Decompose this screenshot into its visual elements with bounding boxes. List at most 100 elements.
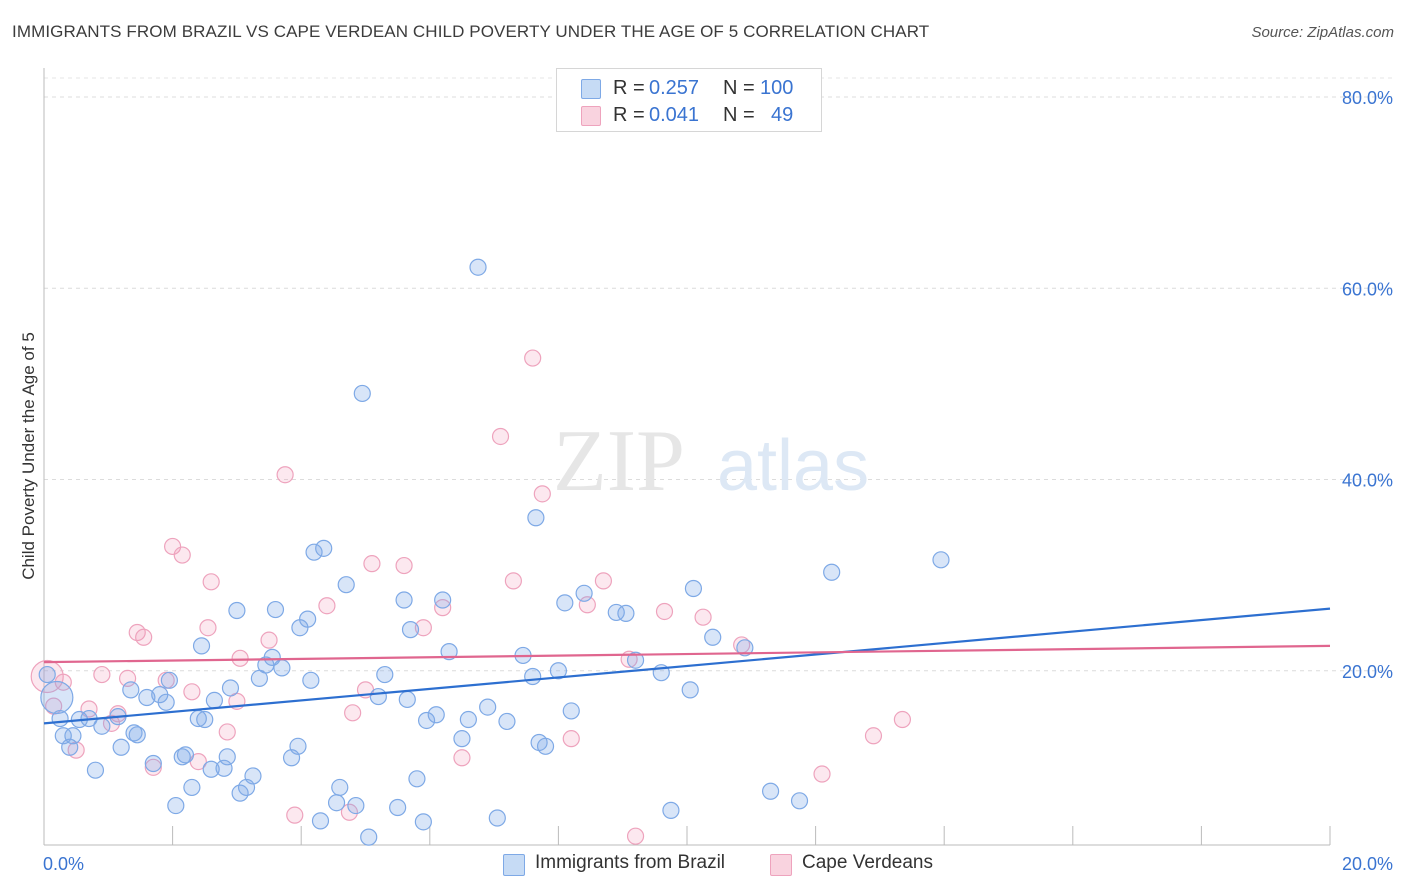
brazil-point bbox=[311, 812, 330, 830]
brazil-point bbox=[337, 576, 355, 594]
trend-line-brazil bbox=[43, 607, 1331, 725]
cape-verdean-point bbox=[414, 619, 432, 637]
brazil-point bbox=[93, 717, 111, 735]
legend-r-label: R = bbox=[613, 104, 645, 126]
brazil-point bbox=[479, 698, 497, 716]
brazil-point bbox=[205, 691, 223, 709]
cape-verdean-point bbox=[199, 619, 217, 637]
cape-verdean-point bbox=[173, 546, 191, 564]
brazil-point bbox=[221, 679, 240, 697]
brazil-point bbox=[327, 794, 346, 812]
brazil-point bbox=[617, 604, 635, 622]
cape-verdean-point bbox=[533, 485, 551, 503]
brazil-point bbox=[556, 594, 574, 612]
bottom-legend-swatch-cape-verdeans bbox=[770, 854, 792, 876]
legend-n-label: N = bbox=[723, 104, 755, 126]
brazil-point bbox=[549, 662, 568, 680]
brazil-point bbox=[398, 690, 416, 709]
brazil-point bbox=[40, 680, 74, 715]
cape-verdean-point bbox=[80, 700, 98, 718]
brazil-point bbox=[401, 621, 420, 639]
cape-verdean-point bbox=[135, 628, 153, 646]
watermark-zip: ZIP bbox=[553, 413, 685, 510]
brazil-point bbox=[244, 767, 262, 785]
cape-verdean-point bbox=[102, 714, 121, 732]
brazil-point bbox=[331, 778, 349, 797]
cape-verdean-point bbox=[864, 727, 883, 745]
brazil-point bbox=[704, 628, 722, 646]
y-tick-label: 80.0% bbox=[1342, 88, 1393, 108]
brazil-point bbox=[160, 671, 178, 689]
brazil-point bbox=[459, 710, 477, 729]
brazil-point bbox=[299, 610, 317, 628]
legend-r-label: R = bbox=[613, 77, 645, 99]
cape-verdean-point bbox=[344, 704, 362, 722]
cape-verdean-point bbox=[562, 730, 580, 748]
brazil-point bbox=[157, 693, 175, 711]
brazil-point bbox=[453, 730, 471, 748]
legend-swatch-cape-verdeans bbox=[581, 106, 601, 126]
cape-verdean-point bbox=[164, 537, 182, 556]
cape-verdean-point bbox=[144, 758, 162, 776]
series-cape-verdeans bbox=[30, 349, 912, 845]
brazil-point bbox=[176, 746, 195, 764]
brazil-point bbox=[192, 637, 211, 655]
brazil-point bbox=[112, 738, 130, 756]
stats-legend: R = 0.257 N = 100 R = 0.041 N = 49 bbox=[556, 68, 822, 132]
chart-title: IMMIGRANTS FROM BRAZIL VS CAPE VERDEAN C… bbox=[12, 22, 930, 41]
brazil-point bbox=[527, 509, 545, 527]
cape-verdean-point bbox=[694, 608, 712, 626]
source-label: Source: ZipAtlas.com bbox=[1251, 24, 1394, 41]
cape-verdean-point bbox=[594, 572, 613, 590]
brazil-point bbox=[353, 384, 371, 403]
y-axis-label: Child Poverty Under the Age of 5 bbox=[19, 332, 38, 580]
brazil-point bbox=[498, 712, 516, 731]
brazil-point bbox=[167, 796, 185, 815]
y-tick-label: 20.0% bbox=[1342, 662, 1393, 682]
brazil-point bbox=[761, 782, 780, 800]
cape-verdean-point bbox=[626, 827, 645, 845]
brazil-point bbox=[427, 706, 445, 724]
brazil-point bbox=[662, 801, 680, 819]
brazil-point bbox=[376, 665, 394, 684]
brazil-point bbox=[626, 651, 645, 669]
brazil-point bbox=[302, 671, 320, 689]
brazil-point bbox=[408, 770, 426, 788]
y-tick-label: 60.0% bbox=[1342, 279, 1393, 299]
brazil-point bbox=[38, 665, 56, 684]
brazil-point bbox=[434, 591, 452, 609]
brazil-point bbox=[736, 639, 754, 657]
brazil-point bbox=[414, 813, 432, 831]
brazil-point bbox=[469, 258, 487, 276]
cape-verdean-point bbox=[286, 806, 304, 824]
brazil-point bbox=[122, 681, 140, 699]
cape-verdean-point bbox=[260, 631, 278, 649]
x-tick-label: 0.0% bbox=[43, 854, 84, 874]
brazil-point bbox=[51, 709, 69, 728]
cape-verdean-point bbox=[813, 765, 831, 783]
trend-line-cape-verdeans bbox=[43, 644, 1331, 664]
brazil-point bbox=[681, 681, 699, 699]
cape-verdean-point bbox=[231, 649, 249, 667]
brazil-point bbox=[488, 809, 506, 827]
legend-n-value: 100 bbox=[760, 77, 794, 99]
brazil-point bbox=[360, 828, 378, 846]
cape-verdean-point bbox=[363, 555, 381, 573]
brazil-point bbox=[524, 667, 542, 686]
grid-lines bbox=[44, 77, 1392, 672]
brazil-point bbox=[790, 792, 809, 810]
cape-verdean-point bbox=[93, 665, 111, 684]
y-tick-label: 40.0% bbox=[1342, 471, 1393, 491]
brazil-point bbox=[64, 727, 82, 745]
brazil-point bbox=[228, 601, 246, 620]
brazil-point bbox=[305, 543, 323, 561]
bottom-legend-label-cape-verdeans: Cape Verdeans bbox=[802, 852, 933, 873]
brazil-point bbox=[536, 737, 555, 755]
cape-verdean-point bbox=[893, 710, 912, 729]
brazil-point bbox=[315, 539, 333, 557]
cape-verdean-point bbox=[491, 427, 510, 446]
brazil-point bbox=[183, 778, 201, 797]
cape-verdean-point bbox=[504, 572, 522, 590]
brazil-point bbox=[369, 687, 387, 706]
